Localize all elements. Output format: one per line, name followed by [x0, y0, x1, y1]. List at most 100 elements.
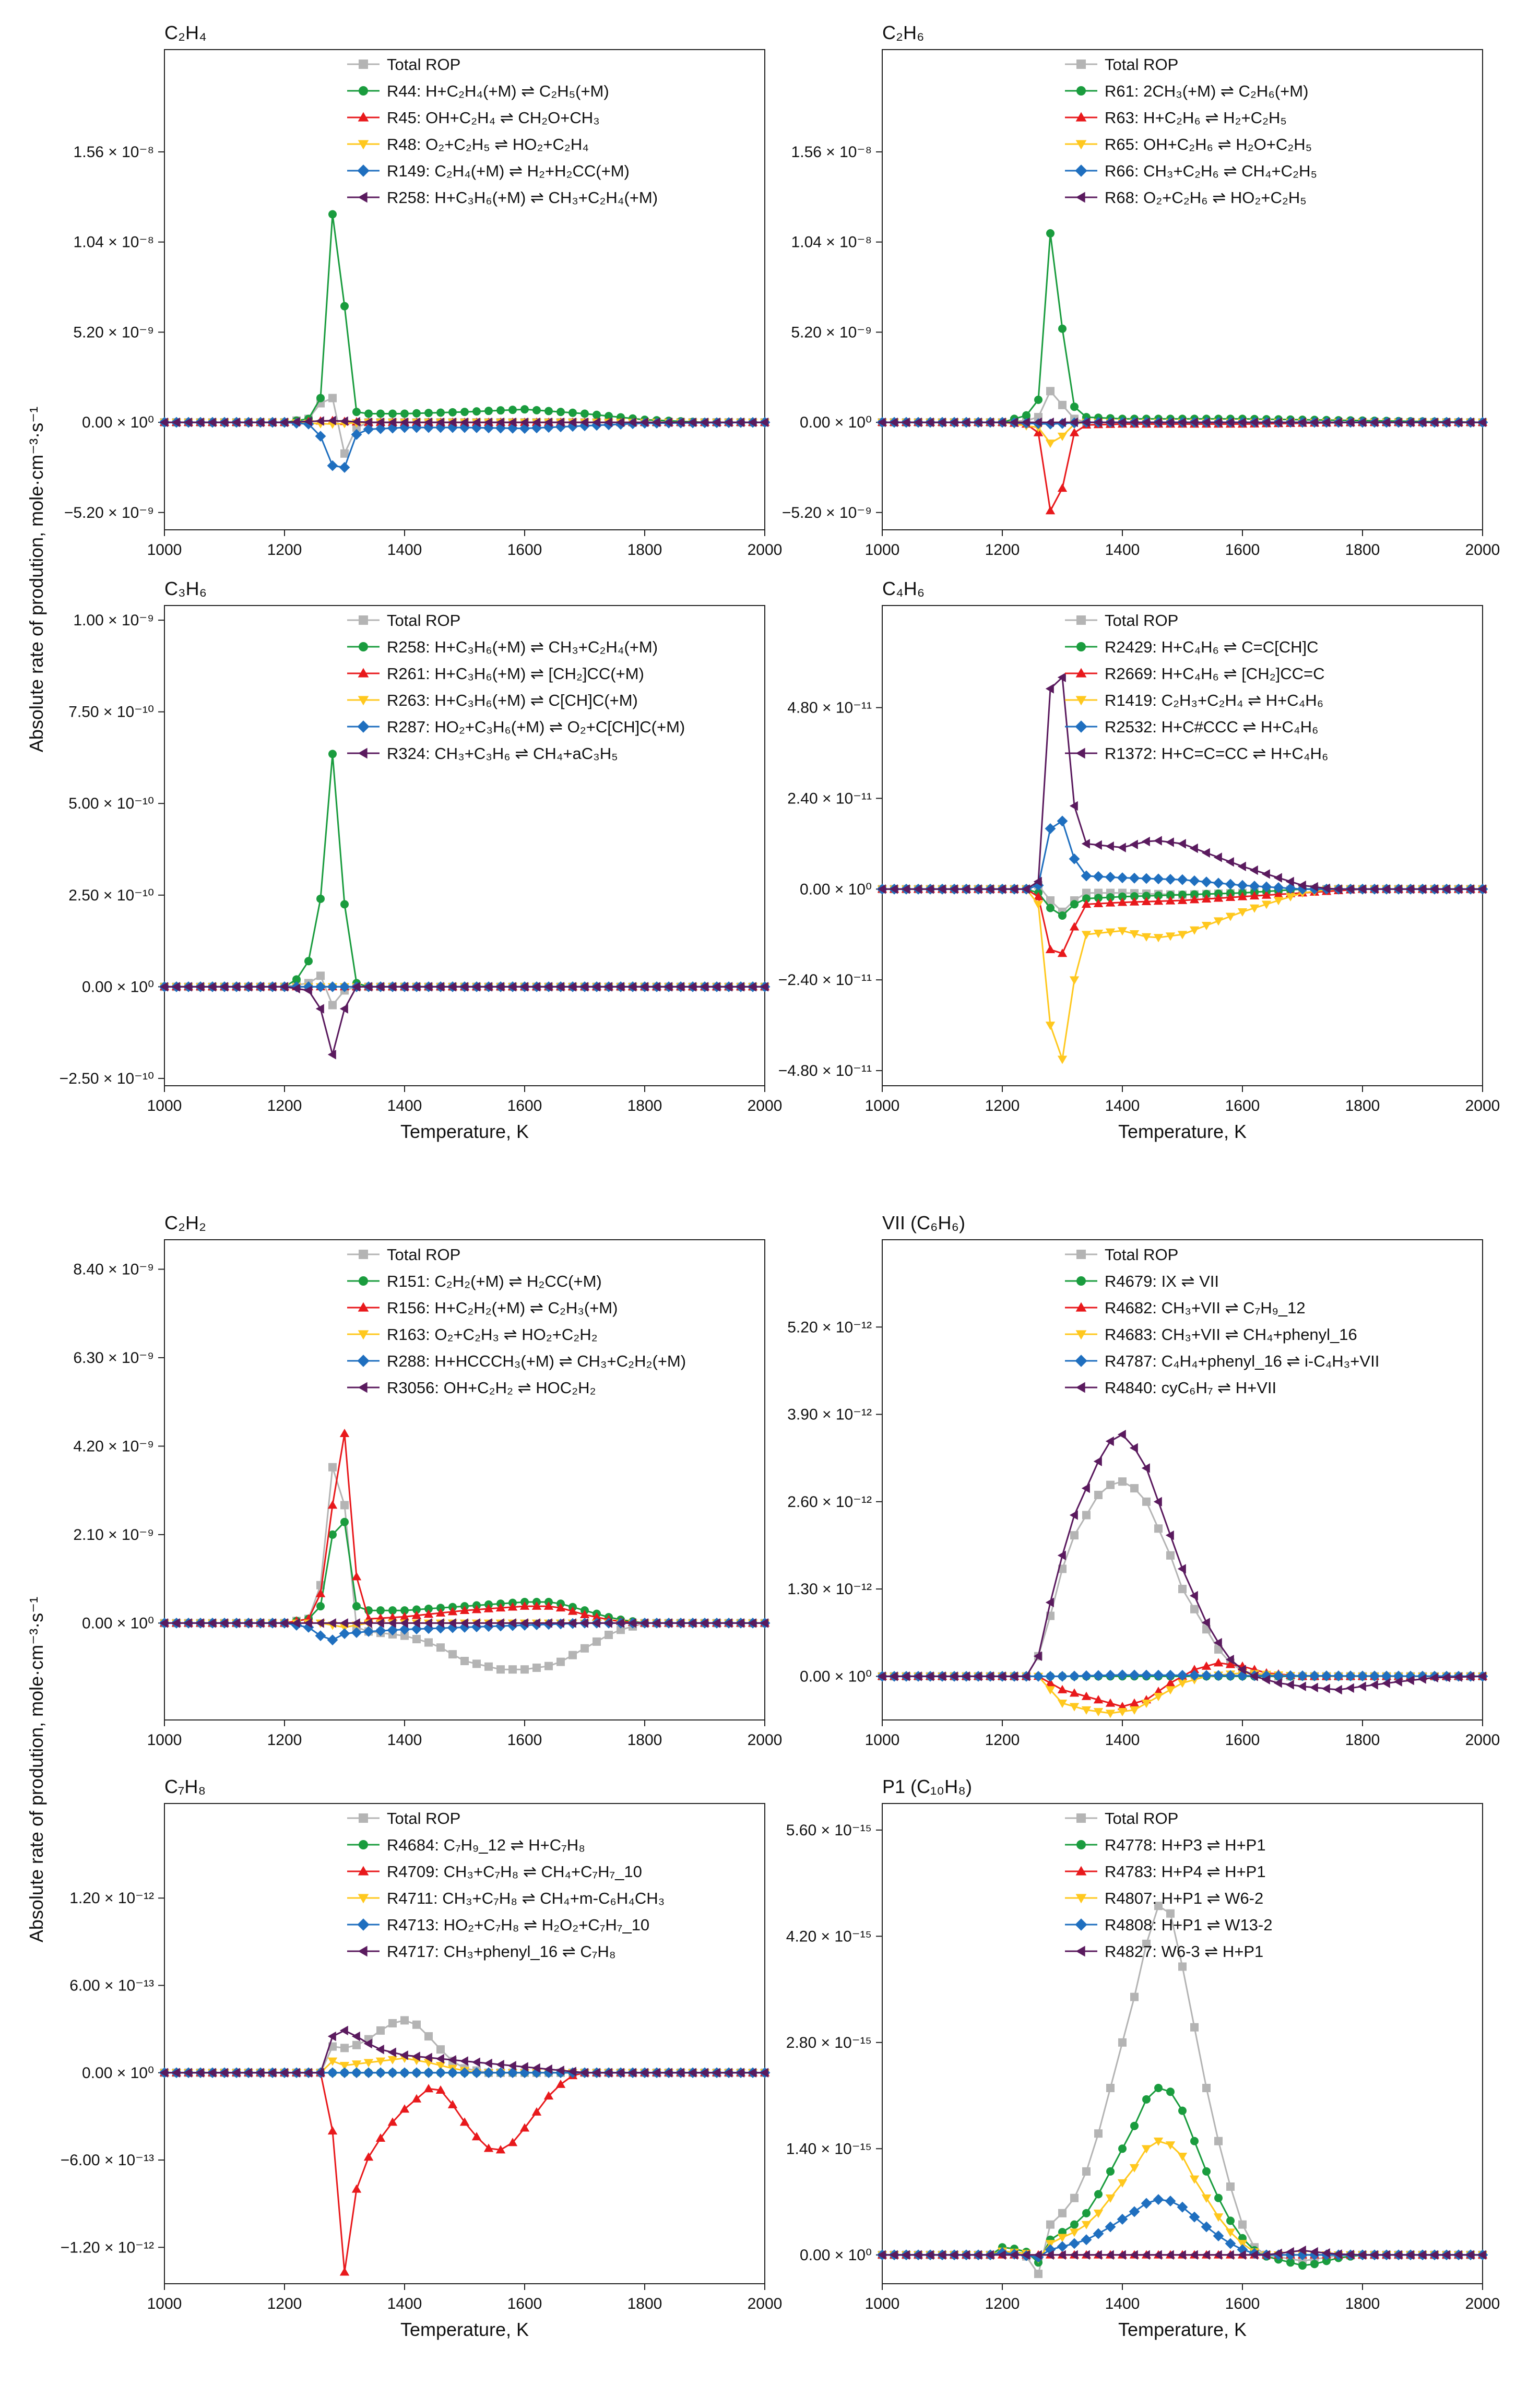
data-point	[531, 2107, 542, 2116]
data-point	[1045, 684, 1054, 694]
series-4	[877, 885, 1488, 1064]
data-point	[1142, 1497, 1151, 1506]
legend-marker	[359, 60, 368, 69]
data-point	[352, 408, 361, 417]
data-point	[712, 2068, 720, 2078]
data-point	[1165, 2250, 1174, 2260]
data-point	[1213, 417, 1222, 428]
data-point	[997, 1671, 1006, 1681]
data-point	[724, 1618, 732, 1628]
legend-label: R288: H+HCCCH₃(+M) ⇌ CH₃+C₂H₂(+M)	[387, 1352, 686, 1370]
data-point	[1465, 417, 1474, 428]
data-point	[183, 1618, 192, 1628]
data-point	[579, 982, 588, 992]
series-line	[164, 214, 765, 423]
data-point	[937, 884, 946, 894]
legend-item: R1419: C₂H₃+C₂H₄ ⇌ H+C₄H₆	[1065, 691, 1323, 709]
data-point	[1034, 2270, 1043, 2279]
data-point	[1261, 900, 1272, 909]
data-point	[339, 1429, 350, 1438]
data-point	[267, 2068, 276, 2078]
data-point	[483, 2058, 492, 2069]
data-point	[664, 1618, 672, 1628]
data-point	[399, 2050, 408, 2060]
data-point	[1094, 2129, 1103, 2138]
data-point	[901, 417, 910, 428]
data-point	[1177, 1564, 1186, 1574]
data-point	[1165, 1530, 1174, 1540]
data-point	[495, 1603, 506, 1612]
data-point	[1201, 2194, 1212, 2203]
data-point	[328, 1001, 337, 1010]
series-6	[877, 2245, 1486, 2260]
data-point	[436, 1604, 445, 1612]
data-point	[1357, 884, 1366, 894]
data-point	[327, 1050, 336, 1060]
data-point	[1249, 2250, 1258, 2260]
data-point	[736, 982, 744, 992]
data-point	[1213, 852, 1222, 862]
x-tick-label: 1200	[267, 1097, 302, 1114]
data-point	[484, 1662, 493, 1671]
data-point	[472, 407, 481, 416]
data-point	[1058, 324, 1067, 333]
data-point	[1069, 1688, 1080, 1697]
legend-label: R48: O₂+C₂H₅ ⇌ HO₂+C₂H₄	[387, 135, 589, 153]
legend-item: R163: O₂+C₂H₃ ⇌ HO₂+C₂H₂	[347, 1325, 598, 1344]
data-point	[328, 750, 337, 758]
data-point	[973, 417, 982, 428]
legend-marker	[358, 140, 369, 150]
legend-marker	[358, 668, 369, 678]
legend-label: R2532: H+C#CCC ⇌ H+C₄H₆	[1105, 718, 1318, 736]
data-point	[508, 406, 517, 414]
data-point	[985, 417, 994, 428]
data-point	[712, 417, 720, 428]
data-point	[1321, 2248, 1330, 2258]
data-point	[267, 982, 276, 992]
data-point	[1178, 1962, 1187, 1971]
data-point	[387, 2056, 398, 2064]
data-point	[1381, 1678, 1390, 1688]
data-point	[591, 2068, 600, 2078]
legend-marker	[358, 1894, 369, 1904]
data-point	[411, 2051, 420, 2061]
data-point	[1058, 400, 1067, 409]
data-point	[1177, 1679, 1188, 1688]
data-point	[901, 1671, 910, 1681]
data-point	[279, 982, 288, 992]
data-point	[579, 2068, 588, 2078]
legend-item: Total ROP	[1065, 1245, 1178, 1264]
data-point	[436, 2045, 445, 2054]
data-point	[1345, 884, 1354, 894]
data-point	[459, 1605, 470, 1614]
legend-item: R1372: H+C=C=CC ⇌ H+C₄H₆	[1065, 744, 1328, 763]
data-point	[605, 412, 613, 421]
data-point	[387, 982, 396, 992]
y-axis-title-bottom: Absolute rate of prodution, mole·cm⁻³·s⁻…	[26, 1597, 47, 1942]
data-point	[985, 884, 994, 894]
data-point	[1165, 2196, 1176, 2206]
legend-item: R4709: CH₃+C₇H₈ ⇌ CH₄+C₇H₇_10	[347, 1862, 642, 1881]
x-tick-label: 1000	[865, 2295, 900, 2312]
data-point	[1141, 897, 1152, 906]
data-point	[1153, 2194, 1164, 2205]
data-point	[615, 2068, 624, 2078]
legend-label: R45: OH+C₂H₄ ⇌ CH₂O+CH₃	[387, 109, 600, 127]
data-point	[519, 2123, 530, 2132]
data-point	[1082, 1511, 1091, 1520]
legend-item: R151: C₂H₂(+M) ⇌ H₂CC(+M)	[347, 1272, 602, 1290]
x-tick-label: 1000	[147, 1097, 182, 1114]
data-point	[1105, 2221, 1116, 2233]
legend-item: Total ROP	[347, 55, 460, 74]
legend-item: R4787: C₄H₄+phenyl_16 ⇌ i-C₄H₃+VII	[1065, 1352, 1379, 1370]
legend-marker	[358, 112, 369, 122]
data-point	[231, 1618, 240, 1628]
legend-marker	[1075, 1894, 1087, 1904]
x-axis-title: Temperature, K	[400, 1121, 529, 1142]
y-tick-label: 6.30 × 10⁻⁹	[73, 1349, 154, 1367]
data-point	[423, 982, 432, 992]
data-point	[925, 884, 934, 894]
data-point	[1249, 1671, 1258, 1681]
data-point	[171, 1618, 180, 1628]
data-point	[1225, 2228, 1236, 2237]
